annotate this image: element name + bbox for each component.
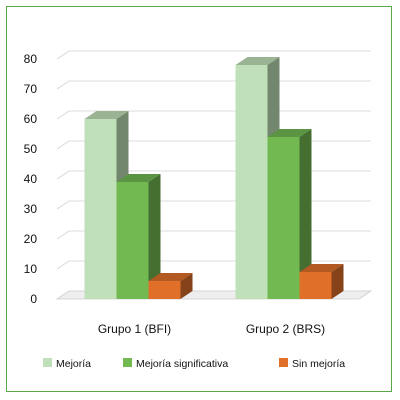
bar-top [148, 273, 193, 281]
legend-swatch [123, 358, 132, 367]
gridline [56, 80, 371, 90]
legend-item: Mejoría significativa [123, 358, 228, 370]
legend-item: Mejoría [43, 358, 91, 370]
y-tick-label: 50 [24, 142, 38, 156]
legend-swatch [279, 358, 288, 367]
x-axis: Grupo 1 (BFI) Grupo 2 (BRS) [98, 322, 325, 336]
legend-swatch [43, 358, 52, 367]
bar [148, 273, 193, 299]
bar-top [299, 264, 344, 272]
y-tick-label: 60 [24, 112, 38, 126]
bar-front [148, 281, 181, 299]
chart-frame: 0 10 20 30 40 50 60 70 80 Grupo 1 (BFI) Grupo 2 (… [6, 6, 392, 392]
y-tick-label: 40 [24, 172, 38, 186]
y-tick-label: 10 [24, 262, 38, 276]
legend: Mejoría Mejoría significativa Sin mejoría [43, 358, 345, 370]
bar [267, 129, 312, 299]
legend-label: Mejoría significativa [136, 358, 228, 370]
bar-front [84, 119, 117, 299]
legend-item: Sin mejoría [279, 358, 345, 370]
bar-front [235, 65, 268, 299]
bar-chart: 0 10 20 30 40 50 60 70 80 Grupo 1 (BFI) Grupo 2 (… [24, 50, 373, 370]
y-tick-label: 0 [30, 292, 37, 306]
bar [116, 174, 161, 299]
bar-front [267, 137, 300, 299]
legend-label: Sin mejoría [292, 358, 345, 370]
legend-label: Mejoría [56, 358, 91, 370]
bar-top [267, 129, 312, 137]
bar-front [116, 182, 149, 299]
y-tick-label: 80 [24, 52, 38, 66]
y-tick-label: 30 [24, 202, 38, 216]
bar-side [299, 129, 312, 299]
y-tick-label: 70 [24, 82, 38, 96]
x-tick-label: Grupo 1 (BFI) [98, 322, 171, 336]
bar-top [116, 174, 161, 182]
x-tick-label: Grupo 2 (BRS) [246, 322, 325, 336]
y-tick-label: 20 [24, 232, 38, 246]
bar-top [84, 111, 129, 119]
bar-side [148, 174, 161, 299]
bar-side [180, 273, 193, 299]
bar-side [331, 264, 344, 299]
bar [299, 264, 344, 299]
bar-top [235, 57, 280, 65]
gridline [56, 50, 371, 60]
bars [84, 57, 344, 299]
y-axis: 0 10 20 30 40 50 60 70 80 [24, 52, 38, 306]
bar-front [299, 272, 332, 299]
